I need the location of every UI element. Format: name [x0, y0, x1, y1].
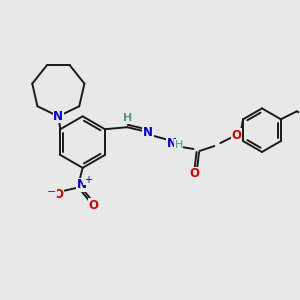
Text: O: O [190, 167, 200, 180]
Text: N: N [76, 178, 87, 191]
Text: H: H [123, 113, 132, 123]
Text: H: H [175, 140, 183, 150]
Text: O: O [54, 188, 64, 201]
Text: O: O [88, 199, 98, 212]
Text: O: O [231, 129, 241, 142]
Text: N: N [53, 110, 63, 123]
Text: N: N [143, 126, 153, 139]
Text: +: + [84, 175, 92, 185]
Text: −: − [47, 187, 57, 196]
Text: N: N [167, 136, 177, 150]
